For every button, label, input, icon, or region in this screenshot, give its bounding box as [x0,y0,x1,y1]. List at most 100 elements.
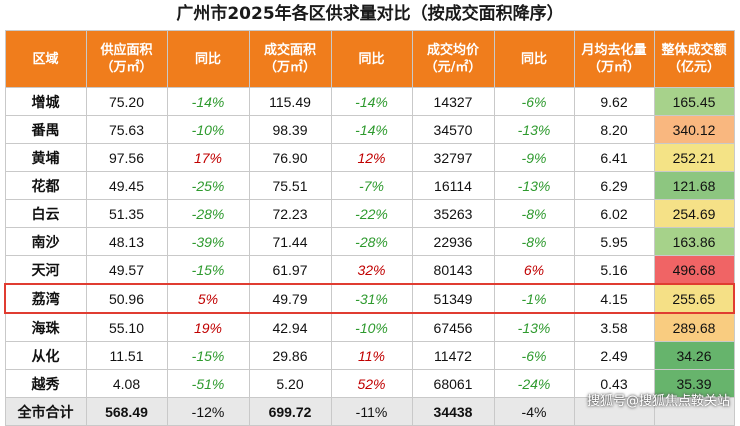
header-label: 整体成交额 [661,43,727,58]
header-label: 成交均价 [426,43,479,58]
avg-price: 80143 [411,255,495,285]
avg-price: 68061 [411,369,495,398]
supply-yoy: -51% [166,369,250,398]
avg-price: 32797 [411,143,495,172]
supply-area: 75.20 [85,87,168,116]
price-yoy: -6% [493,87,575,116]
table-row: 白云 51.35 -28% 72.23 -22% 35263 -8% 6.02 254.69 [4,199,735,228]
deal-yoy: -31% [330,283,413,314]
header-cell: 同比 [493,30,575,88]
table-row: 越秀 4.08 -51% 5.20 52% 68061 -24% 0.43 35.39 [4,369,735,398]
deal-yoy: -22% [330,199,413,228]
supply-yoy: -25% [166,171,250,200]
supply-area: 75.63 [85,115,168,144]
deal-area: 115.49 [248,87,332,116]
deal-yoy: -14% [330,115,413,144]
district-name: 天河 [4,255,87,285]
watermark: 搜狐号@搜狐焦点鞍关站 [586,394,730,409]
total-amount: 255.65 [653,283,735,314]
header-label: 同比 [520,51,547,67]
deal-area: 98.39 [248,115,332,144]
header-row: 区域 供应面积 （万㎡） 同比 成交面积 （万㎡） 同比 成交均价 （元/㎡） 同比 … [4,30,735,88]
monthly-absorption: 6.02 [573,199,655,228]
avg-price: 67456 [411,312,495,342]
total-price-yoy: -4% [493,397,575,426]
monthly-absorption: 3.58 [573,312,655,342]
district-name: 番禺 [4,115,87,144]
total-deal-yoy: -11% [330,397,413,426]
deal-area: 76.90 [248,143,332,172]
deal-yoy: 32% [330,255,413,285]
header-cell: 成交面积 （万㎡） [248,30,332,88]
header-label: 月均去化量 [581,43,647,58]
monthly-absorption: 2.49 [573,341,655,370]
district-name: 荔湾 [4,283,87,314]
table-row: 天河 49.57 -15% 61.97 32% 80143 6% 5.16 496.68 [4,255,735,285]
table-row: 荔湾 50.96 5% 49.79 -31% 51349 -1% 4.15 255.65 [4,283,735,314]
total-price: 34438 [411,397,495,426]
district-name: 黄埔 [4,143,87,172]
header-label: 同比 [358,51,385,67]
supply-demand-table: 区域 供应面积 （万㎡） 同比 成交面积 （万㎡） 同比 成交均价 （元/㎡） 同比 … [4,30,735,426]
total-supply-yoy: -12% [166,397,250,426]
avg-price: 16114 [411,171,495,200]
price-yoy: -1% [493,283,575,314]
deal-area: 72.23 [248,199,332,228]
supply-yoy: -39% [166,227,250,256]
monthly-absorption: 9.62 [573,87,655,116]
district-name: 越秀 [4,369,87,398]
header-label: （亿元） [667,60,720,75]
supply-area: 51.35 [85,199,168,228]
supply-yoy: 17% [166,143,250,172]
header-cell: 成交均价 （元/㎡） [411,30,495,88]
total-amount: 340.12 [653,115,735,144]
price-yoy: -13% [493,312,575,342]
district-name: 白云 [4,199,87,228]
deal-yoy: -10% [330,312,413,342]
district-name: 南沙 [4,227,87,256]
supply-area: 49.45 [85,171,168,200]
avg-price: 22936 [411,227,495,256]
avg-price: 35263 [411,199,495,228]
total-supply: 568.49 [85,397,168,426]
header-label: 供应面积 [100,43,153,58]
header-label: 同比 [194,51,221,67]
district-name: 海珠 [4,312,87,342]
price-yoy: 6% [493,255,575,285]
total-amount: 121.68 [653,171,735,200]
price-yoy: -13% [493,171,575,200]
deal-yoy: 11% [330,341,413,370]
total-amount: 496.68 [653,255,735,285]
table-body: 增城 75.20 -14% 115.49 -14% 14327 -6% 9.62 165.45 番… [4,87,735,426]
avg-price: 51349 [411,283,495,314]
header-label: 区域 [32,51,59,67]
header-cell: 整体成交额 （亿元） [653,30,735,88]
supply-yoy: -28% [166,199,250,228]
table-row: 海珠 55.10 19% 42.94 -10% 67456 -13% 3.58 289.68 [4,312,735,342]
avg-price: 11472 [411,341,495,370]
deal-yoy: -7% [330,171,413,200]
monthly-absorption: 5.16 [573,255,655,285]
header-cell: 同比 [330,30,413,88]
table-row: 番禺 75.63 -10% 98.39 -14% 34570 -13% 8.20 340.12 [4,115,735,144]
supply-area: 97.56 [85,143,168,172]
total-amount: 165.45 [653,87,735,116]
price-yoy: -13% [493,115,575,144]
total-amount: 254.69 [653,199,735,228]
deal-area: 49.79 [248,283,332,314]
avg-price: 34570 [411,115,495,144]
header-label: （万㎡） [587,60,640,75]
total-label: 全市合计 [4,397,87,426]
deal-area: 71.44 [248,227,332,256]
deal-yoy: 12% [330,143,413,172]
table-row: 从化 11.51 -15% 29.86 11% 11472 -6% 2.49 34.26 [4,341,735,370]
deal-area: 29.86 [248,341,332,370]
deal-area: 61.97 [248,255,332,285]
total-amount: 252.21 [653,143,735,172]
avg-price: 14327 [411,87,495,116]
table-row: 增城 75.20 -14% 115.49 -14% 14327 -6% 9.62 165.45 [4,87,735,116]
header-cell: 区域 [4,30,87,88]
district-name: 花都 [4,171,87,200]
deal-area: 42.94 [248,312,332,342]
total-deal: 699.72 [248,397,332,426]
